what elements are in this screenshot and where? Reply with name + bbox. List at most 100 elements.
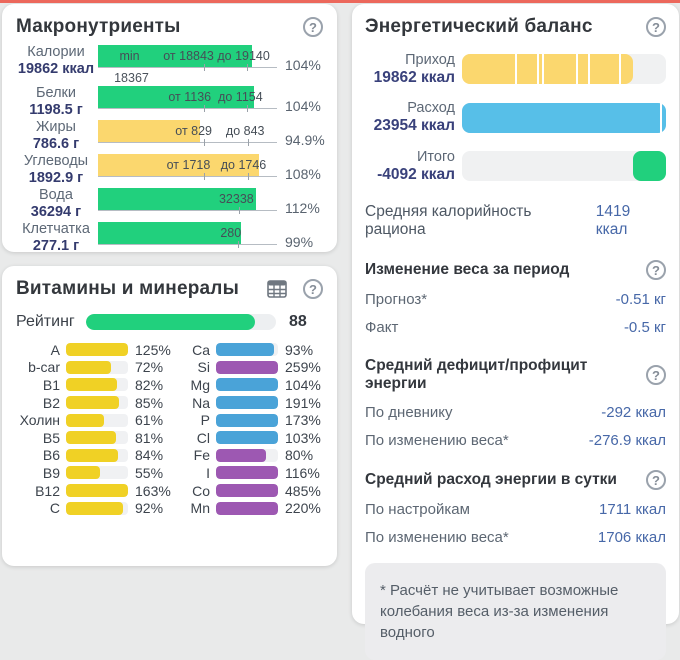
macro-bar-chart: от 829 до 843 <box>98 117 277 149</box>
nutrient-bar-fill <box>216 484 278 498</box>
energy-section: Средний дефицит/профицит энергии ? По дн… <box>365 357 666 449</box>
nutrient-bar-fill <box>66 360 111 374</box>
macro-percent: 94.9% <box>285 132 325 148</box>
help-icon[interactable]: ? <box>303 279 323 299</box>
macro-percent: 104% <box>285 98 321 114</box>
nutrient-bar-track <box>216 448 278 462</box>
vitamins-column: A 125% b-car 72% B1 82% B2 85% Холин 61%… <box>16 341 182 517</box>
nutrient-label: B5 <box>42 429 60 446</box>
nutrient-label: C <box>49 500 60 517</box>
nutrient-label: P <box>200 412 210 429</box>
nutrient-label: Холин <box>19 412 60 429</box>
stat-row: По дневнику -292 ккал <box>365 404 666 421</box>
table-icon[interactable] <box>267 280 287 298</box>
nutrient-percent: 61% <box>135 412 164 429</box>
energy-bar-label-block: Приход 19862 ккал <box>365 52 455 86</box>
energy-bar-value: -4092 ккал <box>377 165 455 183</box>
rating-row: Рейтинг 88 <box>16 313 323 331</box>
nutrient-bar-fill <box>216 431 278 445</box>
nutrient-percent: 81% <box>135 429 164 446</box>
stat-value: -292 ккал <box>601 404 666 422</box>
macro-row: Жиры 786.6 г от 829 до 843 94.9% <box>16 117 325 152</box>
nutrient-bar-fill <box>216 396 278 410</box>
nutrient-percent: 125% <box>135 341 171 358</box>
rating-bar-track <box>86 314 276 330</box>
macro-bar <box>98 45 252 67</box>
bar-separator <box>515 54 518 85</box>
vitamins-header: Витамины и минералы ? <box>16 278 323 300</box>
section-title: Изменение веса за период <box>365 261 570 279</box>
macronutrients-title: Макронутриенты <box>16 16 181 37</box>
macro-value: 1892.9 г <box>28 169 84 186</box>
help-icon[interactable]: ? <box>646 470 666 491</box>
nutrient-percent: 104% <box>285 376 321 393</box>
nutrient-bar-track <box>216 360 278 374</box>
minerals-column: Ca 93% Si 259% Mg 104% Na 191% P 173% Cl… <box>182 341 323 517</box>
energy-bar-name: Итого <box>417 148 455 165</box>
axis-tick <box>246 64 248 71</box>
nutrient-label: I <box>206 464 210 481</box>
stat-row: По изменению веса* 1706 ккал <box>365 529 666 546</box>
min-value-label: 18367 <box>114 71 149 85</box>
energy-title: Энергетический баланс <box>365 16 593 37</box>
nutrient-percent: 72% <box>135 359 164 376</box>
help-icon[interactable]: ? <box>646 365 666 386</box>
nutrient-bar-track <box>66 484 128 498</box>
energy-bar-label-block: Итого -4092 ккал <box>365 149 455 183</box>
vitamins-title: Витамины и минералы <box>16 278 239 299</box>
axis-line <box>98 210 277 211</box>
energy-bar-track <box>462 151 666 182</box>
nutrient-percent: 191% <box>285 394 321 411</box>
nutrient-percent: 93% <box>285 341 314 358</box>
macro-range-label: от 18843 до 19140 <box>163 49 270 63</box>
energy-bars: Приход 19862 ккал Расход 23954 ккал Итог… <box>365 52 666 183</box>
bar-separator <box>659 102 662 133</box>
avg-calories-label: Средняя калорийность рациона <box>365 203 532 239</box>
macro-bar <box>98 86 254 108</box>
nutrient-row: B2 85% <box>16 394 182 412</box>
nutrient-percent: 103% <box>285 429 321 446</box>
nutrient-row: Na 191% <box>182 394 323 412</box>
nutrient-row: B5 81% <box>16 429 182 447</box>
nutrient-bar-track <box>216 484 278 498</box>
nutrient-row: A 125% <box>16 341 182 359</box>
stat-row: Факт -0.5 кг <box>365 319 666 336</box>
nutrient-row: B9 55% <box>16 464 182 482</box>
axis-tick <box>203 64 205 71</box>
macro-percent: 108% <box>285 166 321 182</box>
nutrient-bar-track <box>216 396 278 410</box>
energy-bar-track <box>462 54 666 85</box>
macro-row: Клетчатка 277.1 г 280 99% <box>16 219 323 254</box>
nutrient-bar-fill <box>66 396 119 410</box>
nutrient-bar-fill <box>66 431 117 445</box>
help-icon[interactable]: ? <box>646 17 666 37</box>
nutrient-label: Si <box>197 359 210 376</box>
stat-label: По изменению веса* <box>365 529 509 547</box>
help-icon[interactable]: ? <box>303 17 323 37</box>
axis-tick <box>246 105 248 112</box>
rating-label: Рейтинг <box>16 313 75 330</box>
axis-line <box>98 67 277 68</box>
nutrient-row: Fe 80% <box>182 447 323 465</box>
help-icon[interactable]: ? <box>646 260 666 281</box>
nutrient-row: Co 485% <box>182 482 323 500</box>
nutrient-percent: 82% <box>135 376 164 393</box>
axis-tick <box>237 241 239 248</box>
nutrient-row: I 116% <box>182 464 323 482</box>
macro-row: Калории 19862 ккал от 18843 до 19140 min… <box>16 42 323 85</box>
macro-range-label: от 1718 до 1746 <box>166 158 267 172</box>
macro-percent: 112% <box>285 200 320 216</box>
nutrient-row: P 173% <box>182 411 323 429</box>
macro-row: Вода 36294 г 32338 112% <box>16 185 323 220</box>
macro-bar <box>98 120 201 142</box>
nutrient-label: A <box>50 341 60 358</box>
macro-label-block: Калории 19862 ккал <box>16 42 96 77</box>
macro-row: Белки 1198.5 г от 1136 до 1154 104% <box>16 83 323 118</box>
nutrient-percent: 84% <box>135 447 164 464</box>
energy-bar-fill <box>633 151 666 182</box>
stat-value: -0.51 кг <box>615 291 666 309</box>
section-title: Средний расход энергии в сутки <box>365 471 617 489</box>
axis-tick <box>203 173 205 180</box>
nutrient-label: Fe <box>193 447 210 464</box>
stat-label: Факт <box>365 319 399 337</box>
